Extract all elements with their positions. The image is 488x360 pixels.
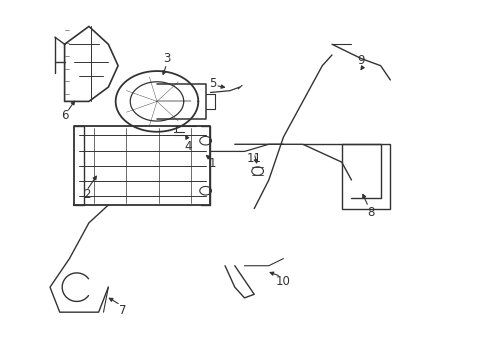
Text: 5: 5 <box>209 77 216 90</box>
Text: 6: 6 <box>61 109 68 122</box>
Text: 9: 9 <box>357 54 364 67</box>
Text: 2: 2 <box>82 188 90 201</box>
Text: 3: 3 <box>163 52 170 65</box>
Text: 11: 11 <box>246 152 261 165</box>
Text: 4: 4 <box>184 140 192 153</box>
Text: 1: 1 <box>209 157 216 170</box>
Text: 8: 8 <box>366 206 374 219</box>
Text: 10: 10 <box>275 275 290 288</box>
Text: 7: 7 <box>119 304 126 317</box>
